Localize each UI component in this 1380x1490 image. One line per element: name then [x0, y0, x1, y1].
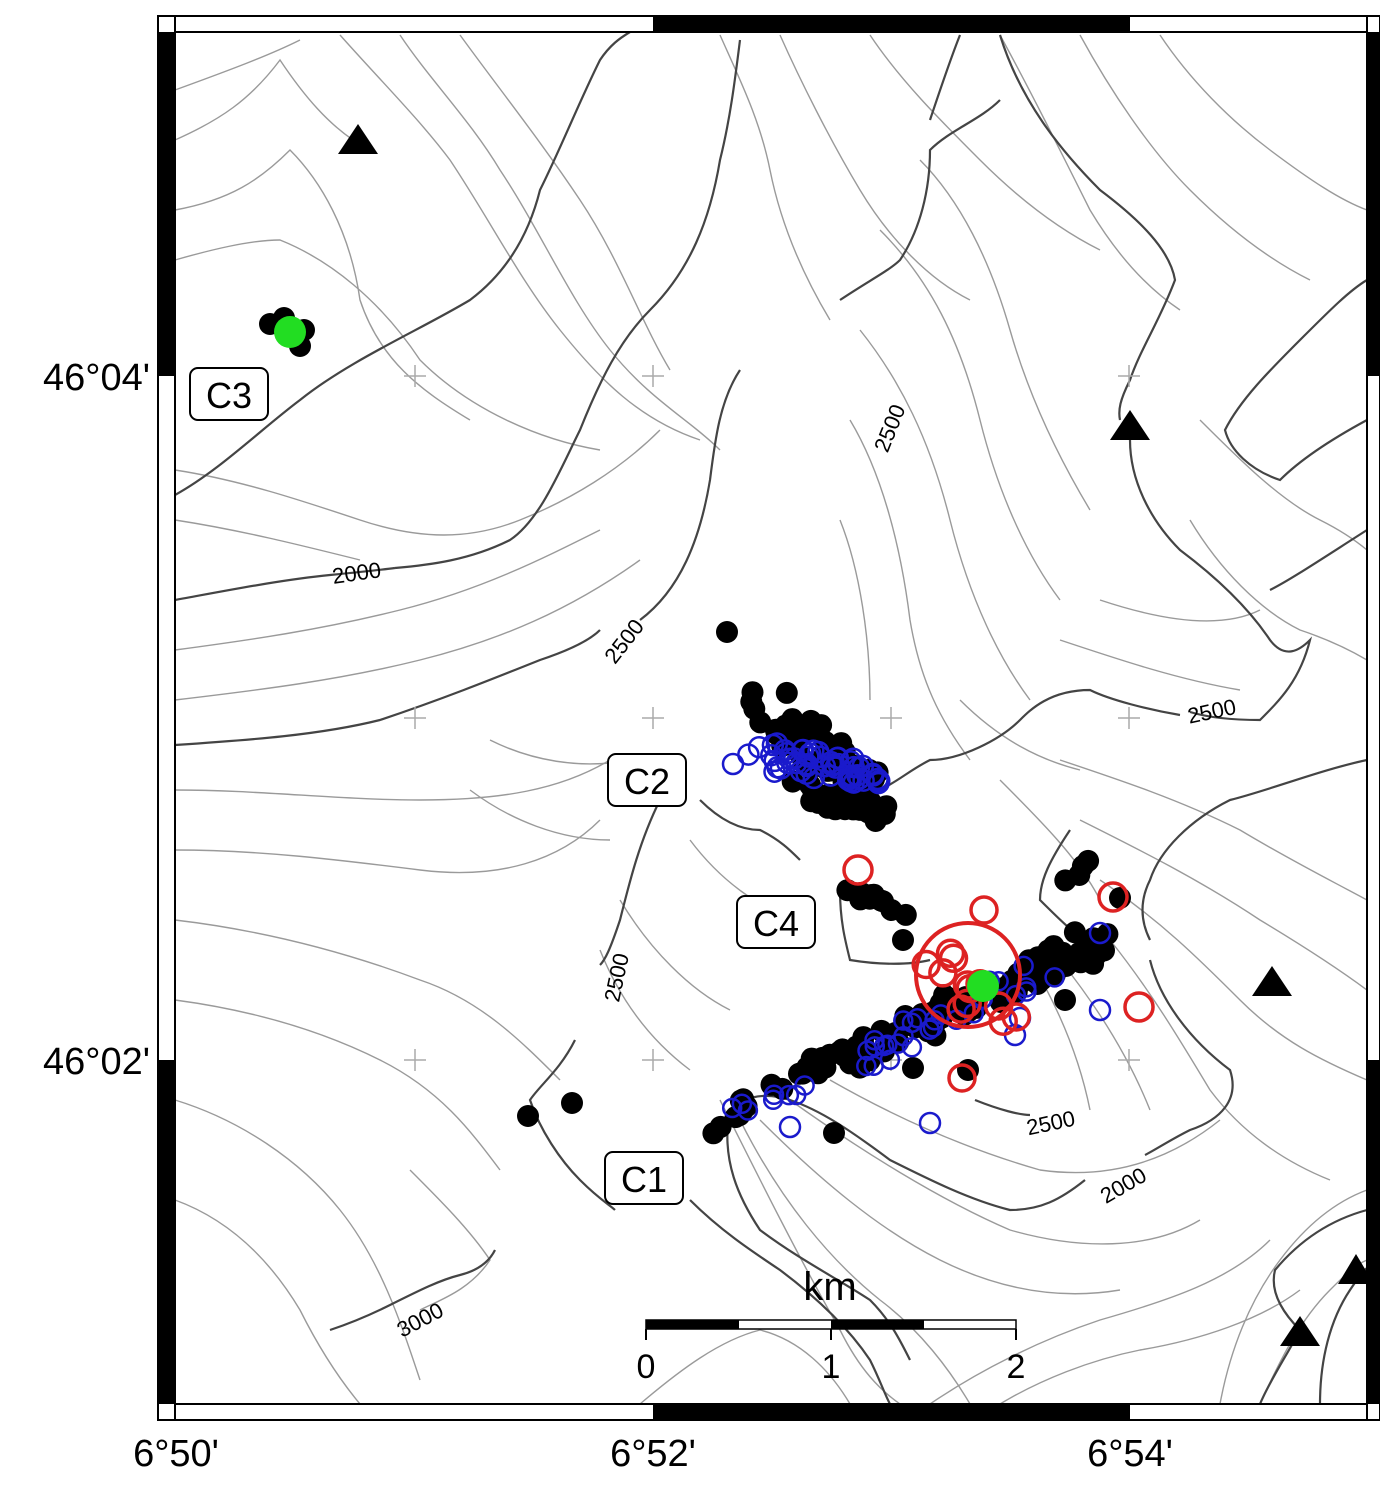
cluster-label-c3: C3: [190, 368, 268, 420]
event-dot: [561, 1092, 583, 1114]
event-dot: [1054, 869, 1076, 891]
lat-label: 46°04': [43, 357, 150, 399]
event-dot: [807, 1062, 829, 1084]
event-dot: [866, 796, 888, 818]
event-dot: [716, 621, 738, 643]
mainshock-dot-icon: [967, 970, 999, 1002]
mainshock-dot-icon: [274, 316, 306, 348]
event-dot: [702, 1122, 724, 1144]
svg-text:C1: C1: [621, 1159, 667, 1200]
event-dot: [1064, 921, 1086, 943]
event-dot: [823, 1122, 845, 1144]
cluster-label-c2: C2: [608, 754, 686, 806]
svg-text:C3: C3: [206, 375, 252, 416]
lat-label: 46°02': [43, 1041, 150, 1083]
scale-tick-label: 2: [1007, 1348, 1026, 1386]
event-dot: [517, 1105, 539, 1127]
event-dot: [1077, 850, 1099, 872]
cluster-label-c1: C1: [605, 1152, 683, 1204]
lon-label: 6°52': [610, 1433, 696, 1475]
event-dot: [895, 904, 917, 926]
event-dot: [1070, 951, 1092, 973]
svg-text:C4: C4: [753, 903, 799, 944]
event-dot: [776, 682, 798, 704]
scale-tick-label: 0: [637, 1348, 656, 1386]
scale-tick-label: 1: [822, 1348, 841, 1386]
event-dot: [1054, 989, 1076, 1011]
svg-text:C2: C2: [624, 761, 670, 802]
lon-label: 6°54': [1087, 1433, 1173, 1475]
event-dot: [834, 798, 856, 820]
event-dot: [1042, 938, 1064, 960]
event-dot: [810, 714, 832, 736]
event-dot: [809, 786, 831, 808]
scale-bar-title: km: [803, 1265, 856, 1309]
event-dot: [892, 929, 914, 951]
event-dot: [749, 711, 771, 733]
event-dot: [740, 691, 762, 713]
cluster-label-c4: C4: [737, 896, 815, 948]
event-dot: [902, 1057, 924, 1079]
lon-label: 6°50': [133, 1433, 219, 1475]
